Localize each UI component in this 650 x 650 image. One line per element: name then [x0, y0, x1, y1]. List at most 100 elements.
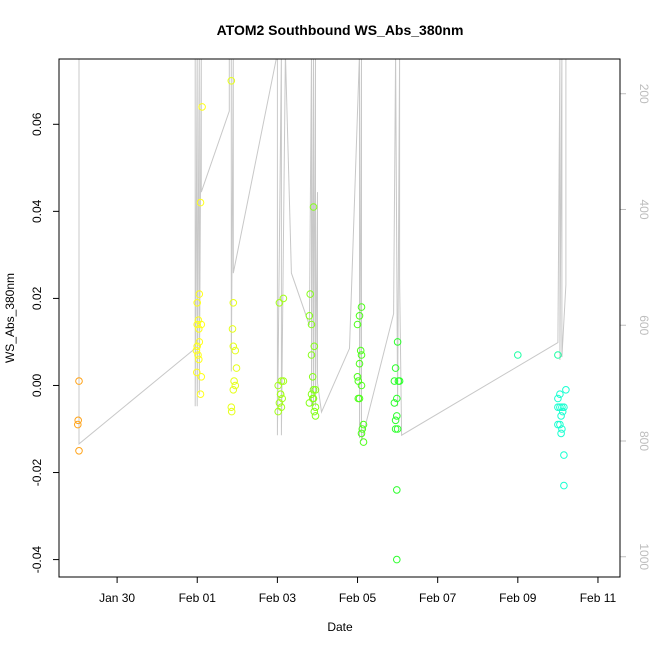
x-tick-label: Jan 30	[99, 591, 135, 605]
data-point	[231, 381, 240, 390]
data-point	[558, 425, 566, 433]
data-point	[227, 407, 236, 416]
x-tick-label: Feb 01	[179, 591, 217, 605]
data-point	[359, 438, 368, 446]
secondary-line-layer	[78, 59, 567, 445]
data-point	[195, 338, 204, 346]
chart-title: ATOM2 Southbound WS_Abs_380nm	[217, 22, 464, 38]
y-tick-label: 0.06	[30, 112, 44, 136]
x-tick-label: Feb 05	[339, 591, 377, 605]
y-axis-label: WS_Abs_380nm	[3, 273, 17, 363]
data-point	[393, 394, 401, 403]
data-point	[308, 373, 317, 381]
series-8	[554, 386, 570, 490]
series-5	[353, 303, 368, 446]
x-tick-label: Feb 07	[419, 591, 457, 605]
data-point	[310, 342, 319, 351]
data-point	[560, 451, 568, 459]
data-point	[354, 394, 363, 403]
data-point	[393, 425, 402, 433]
data-point	[275, 299, 284, 307]
data-point	[75, 447, 83, 455]
data-point	[311, 386, 320, 394]
x-tick-label: Feb 03	[259, 591, 297, 605]
data-point	[195, 290, 204, 298]
data-point	[193, 342, 201, 351]
secondary-tick-label: 600	[637, 315, 650, 335]
data-point	[311, 403, 320, 412]
data-point	[197, 320, 206, 329]
data-point	[558, 407, 567, 416]
y-tick-label: 0.04	[30, 199, 44, 223]
data-point	[227, 77, 236, 85]
secondary-tick-label: 200	[637, 84, 650, 104]
data-point	[359, 420, 368, 429]
data-point	[558, 403, 566, 412]
data-point	[556, 390, 564, 399]
data-point	[275, 399, 284, 407]
data-point	[353, 320, 362, 329]
data-point	[357, 351, 366, 359]
data-point	[198, 103, 206, 111]
data-point	[357, 429, 366, 438]
axes-layer: Jan 30 Feb 01 Feb 03 Feb 05 Feb 07 Feb 09 Feb …	[30, 84, 650, 605]
data-point	[193, 320, 201, 329]
secondary-tick-label: 800	[637, 431, 650, 451]
data-point	[195, 355, 203, 364]
data-point	[309, 203, 318, 211]
series-4	[305, 203, 320, 420]
data-point	[554, 394, 562, 403]
series-7	[514, 351, 562, 359]
data-point	[74, 416, 82, 425]
data-point	[232, 364, 241, 372]
data-point	[229, 299, 238, 307]
data-point	[75, 377, 83, 385]
data-point	[393, 338, 402, 346]
x-axis-label: Date	[327, 620, 353, 634]
data-point	[311, 412, 320, 420]
data-point	[195, 325, 203, 333]
data-point	[229, 342, 238, 351]
data-point	[308, 394, 317, 403]
data-point	[355, 359, 364, 368]
data-point	[279, 377, 288, 385]
data-point	[274, 407, 283, 416]
data-point	[556, 420, 564, 429]
data-point	[197, 373, 206, 381]
data-point	[391, 416, 400, 425]
data-point	[390, 377, 399, 385]
points-layer	[74, 77, 570, 564]
data-point	[276, 390, 285, 399]
y-tick-label: -0.02	[30, 459, 44, 487]
data-point	[391, 425, 400, 433]
y-tick-label: -0.04	[30, 546, 44, 574]
series-3	[274, 294, 288, 416]
data-point	[356, 346, 365, 355]
data-point	[196, 198, 205, 207]
data-point	[557, 412, 565, 420]
data-point	[307, 390, 316, 399]
data-point	[306, 290, 315, 298]
series-2	[227, 77, 241, 416]
data-point	[560, 403, 568, 412]
data-point	[307, 351, 316, 359]
x-tick-label: Feb 11	[580, 591, 617, 605]
data-point	[231, 346, 240, 355]
data-point	[227, 403, 236, 412]
data-point	[305, 312, 314, 320]
data-point	[196, 390, 205, 399]
secondary-tick-label: 1000	[637, 543, 650, 570]
data-point	[393, 555, 401, 564]
data-point	[560, 481, 568, 490]
data-point	[357, 303, 366, 311]
data-point	[393, 412, 401, 420]
data-point	[390, 399, 399, 407]
y-tick-label: 0.02	[30, 286, 44, 310]
data-point	[357, 381, 366, 390]
data-point	[358, 425, 367, 433]
data-point	[554, 351, 562, 359]
data-point	[194, 351, 202, 359]
data-point	[354, 377, 363, 385]
data-point	[74, 420, 82, 429]
